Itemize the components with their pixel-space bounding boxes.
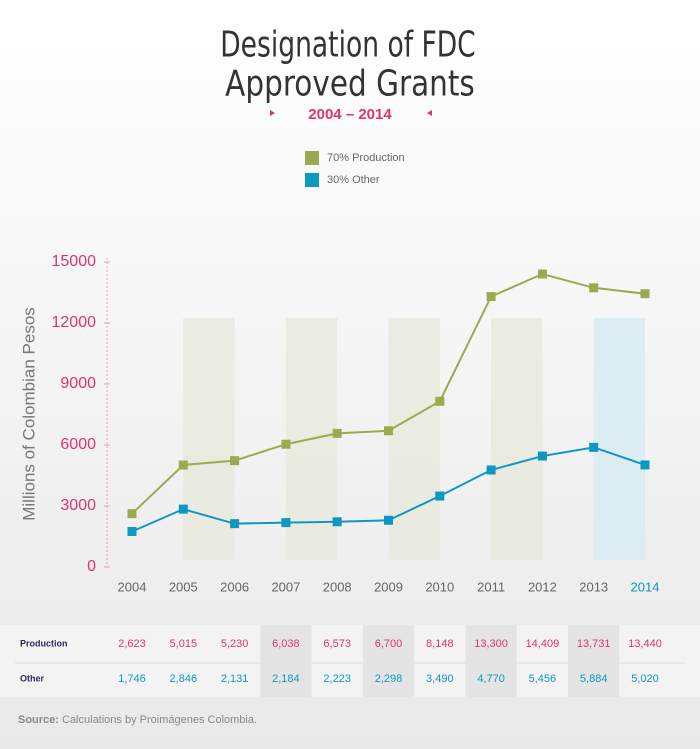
table-value: 2,131	[221, 673, 249, 685]
table-value: 6,573	[323, 638, 351, 650]
subtitle-arrow	[427, 110, 432, 116]
table-value: 2,223	[323, 673, 351, 685]
y-tick-label: 9000	[60, 375, 96, 392]
x-tick-label: 2010	[425, 579, 454, 594]
y-axis-label: Millions of Colombian Pesos	[19, 307, 38, 521]
table-value: 2,623	[118, 638, 146, 650]
x-tick-label: 2006	[220, 579, 249, 594]
y-tick-label: 12000	[52, 314, 97, 331]
table-value: 2,184	[272, 673, 300, 685]
y-tick-label: 6000	[60, 436, 96, 453]
point	[281, 439, 291, 449]
table-value: 5,884	[580, 673, 608, 685]
point	[384, 426, 393, 436]
table-value: 4,770	[477, 673, 505, 685]
table-value: 5,020	[631, 673, 659, 685]
table-row-label: Production	[20, 638, 68, 648]
source-label: Source:	[18, 714, 59, 726]
subtitle-arrow	[270, 110, 275, 116]
x-tick-label: 2008	[323, 579, 352, 594]
legend-label: 70% Production	[327, 152, 405, 164]
point	[537, 269, 547, 279]
point	[127, 509, 137, 519]
table-value: 3,490	[426, 673, 454, 685]
y-tick-label: 0	[87, 558, 96, 575]
legend-swatch	[305, 151, 319, 165]
x-tick-label: 2009	[374, 579, 403, 594]
point	[640, 289, 650, 299]
x-tick-label: 2007	[271, 579, 300, 594]
x-tick-label: 2012	[528, 579, 557, 594]
point	[230, 456, 240, 466]
x-tick-label: 2013	[579, 579, 608, 594]
table-value: 8,148	[426, 638, 454, 650]
legend-label: 30% Other	[327, 174, 380, 186]
band	[388, 318, 440, 560]
point	[332, 517, 342, 527]
chart-title: Designation of FDC	[220, 22, 475, 65]
point	[640, 460, 650, 470]
point	[384, 515, 393, 525]
source-text: Calculations by Proimágenes Colombia.	[62, 714, 257, 726]
table-value: 5,015	[170, 638, 198, 650]
table-value: 13,440	[628, 638, 662, 650]
y-tick-label: 15000	[52, 253, 97, 270]
point	[332, 428, 342, 438]
point	[486, 292, 496, 302]
table-value: 2,846	[170, 673, 198, 685]
table-value: 13,300	[474, 638, 508, 650]
table-value: 14,409	[526, 638, 560, 650]
plot: 0 3000 6000 9000 12000 15000 2004 2005 2006 2007 2…	[20, 151, 662, 697]
table-value: 5,230	[221, 638, 249, 650]
table-value: 6,700	[375, 638, 403, 650]
point	[127, 526, 137, 536]
table-value: 2,298	[375, 673, 403, 685]
x-tick-label: 2004	[118, 579, 147, 594]
point	[435, 491, 445, 501]
x-tick-label: 2011	[477, 579, 505, 594]
y-tick-label: 3000	[60, 497, 96, 514]
point	[281, 518, 291, 528]
band	[491, 318, 543, 560]
table-column-shade	[260, 625, 312, 697]
table-row-label: Other	[20, 673, 45, 683]
point	[435, 396, 445, 406]
table-column-shade	[568, 625, 620, 697]
table-value: 1,746	[118, 673, 146, 685]
point	[230, 519, 240, 529]
legend-swatch	[305, 173, 319, 187]
subtitle: 2004 – 2014	[308, 106, 392, 123]
band	[593, 318, 645, 560]
table-column-shade	[465, 625, 517, 697]
table-value: 6,038	[272, 638, 300, 650]
point	[486, 465, 496, 475]
table-value: 13,731	[577, 638, 611, 650]
chart-title: Approved Grants	[225, 61, 475, 104]
x-tick-label: 2005	[169, 579, 198, 594]
point	[537, 451, 547, 461]
point	[178, 504, 188, 514]
point	[178, 460, 188, 470]
table-column-shade	[362, 625, 415, 697]
x-tick-label: 2014	[631, 579, 660, 594]
table-value: 5,456	[529, 673, 557, 685]
band	[183, 318, 235, 560]
point	[589, 442, 599, 452]
point	[589, 283, 599, 293]
